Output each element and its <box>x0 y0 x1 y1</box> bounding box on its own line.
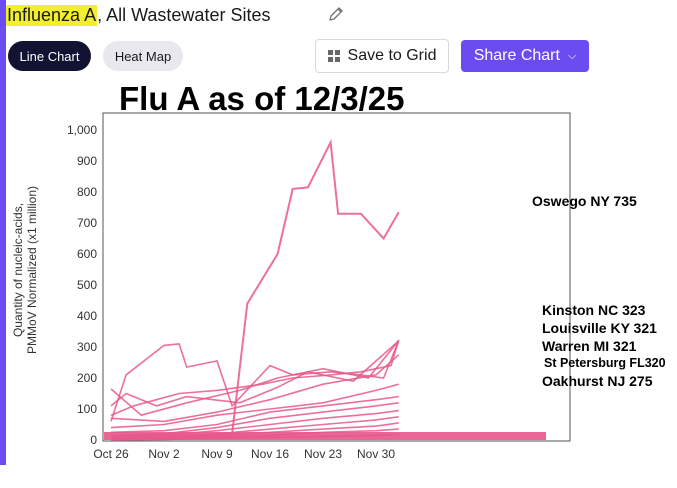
share-chart-label: Share Chart <box>473 47 560 64</box>
series-line <box>110 339 400 417</box>
title-highlight: Influenza A <box>6 4 98 26</box>
save-to-grid-label: Save to Grid <box>347 47 437 64</box>
y-tick-label: 900 <box>77 154 97 168</box>
annotation-oswego: Oswego NY 735 <box>532 193 637 209</box>
series-line <box>110 433 399 441</box>
pencil-icon[interactable] <box>326 4 346 24</box>
annotation-louisville: Louisville KY 321 <box>542 320 657 336</box>
y-tick-label: 1,000 <box>67 123 97 137</box>
grid-icon <box>327 50 340 62</box>
y-axis-label: Quantity of nucleic-acids, <box>11 203 25 337</box>
y-tick-label: 100 <box>77 402 97 416</box>
series-line <box>231 138 400 434</box>
overlay-title: Flu A as of 12/3/25 <box>119 80 405 117</box>
x-tick-label: Nov 16 <box>251 447 289 461</box>
series-line <box>110 402 399 437</box>
x-tick-label: Oct 26 <box>93 447 129 461</box>
y-tick-label: 0 <box>90 433 97 447</box>
series-line <box>110 428 399 441</box>
annotation-warren: Warren MI 321 <box>542 338 637 354</box>
y-tick-label: 500 <box>77 278 97 292</box>
plot-frame <box>102 112 571 442</box>
x-tick-label: Nov 2 <box>148 447 180 461</box>
left-accent-bar <box>0 0 6 465</box>
share-chart-button[interactable]: Share Chart ⌵ <box>461 40 589 72</box>
y-tick-label: 800 <box>77 185 97 199</box>
series-line <box>110 383 399 429</box>
series-line <box>110 409 399 438</box>
x-tick-label: Nov 9 <box>201 447 233 461</box>
series-line <box>110 422 399 440</box>
x-tick-label: Nov 30 <box>357 447 395 461</box>
y-tick-label: 700 <box>77 216 97 230</box>
y-tick-label: 600 <box>77 247 97 261</box>
y-tick-label: 400 <box>77 309 97 323</box>
title-rest: , All Wastewater Sites <box>97 4 271 25</box>
chevron-down-icon: ⌵ <box>567 49 577 62</box>
annotation-kinston: Kinston NC 323 <box>542 302 646 318</box>
x-tick-label: Nov 23 <box>304 447 342 461</box>
annotation-st-petersburg: St Petersburg FL320 <box>544 356 666 370</box>
annotation-oakhurst: Oakhurst NJ 275 <box>542 373 653 389</box>
y-tick-label: 200 <box>77 371 97 385</box>
page-title: Influenza A, All Wastewater Sites <box>6 2 270 28</box>
series-line <box>110 354 400 423</box>
series-line <box>110 395 399 434</box>
line-chart-button[interactable]: Line Chart <box>8 41 91 71</box>
save-to-grid-button[interactable]: Save to Grid <box>315 39 449 73</box>
y-tick-label: 300 <box>77 340 97 354</box>
series-line <box>110 340 400 407</box>
heat-map-button[interactable]: Heat Map <box>103 41 183 71</box>
series-line <box>110 339 400 416</box>
y-axis-label: PMMoV Normalized (x1 million) <box>25 186 39 354</box>
